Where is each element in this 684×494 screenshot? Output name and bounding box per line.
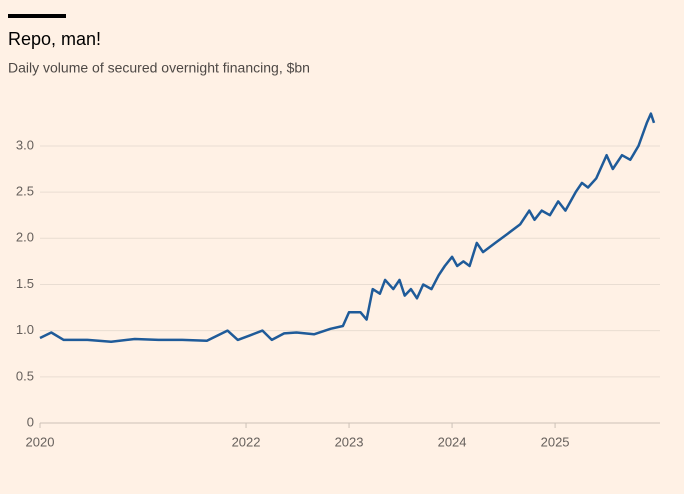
x-tick-label: 2023 [335, 434, 364, 449]
y-tick-label: 3.0 [16, 137, 34, 152]
brand-bar [8, 14, 66, 18]
y-tick-label: 2.5 [16, 184, 34, 199]
chart-subtitle: Daily volume of secured overnight financ… [8, 60, 310, 76]
x-tick-label: 2025 [541, 434, 570, 449]
y-tick-label: 1.0 [16, 322, 34, 337]
y-tick-label: 0 [27, 414, 34, 429]
chart-title: Repo, man! [8, 29, 101, 49]
x-tick-label: 2024 [438, 434, 467, 449]
data-line [39, 112, 656, 343]
y-tick-label: 2.0 [16, 230, 34, 245]
x-tick-label: 2020 [26, 434, 55, 449]
x-tick-label: 2022 [232, 434, 261, 449]
y-tick-label: 0.5 [16, 368, 34, 383]
y-tick-label: 1.5 [16, 276, 34, 291]
